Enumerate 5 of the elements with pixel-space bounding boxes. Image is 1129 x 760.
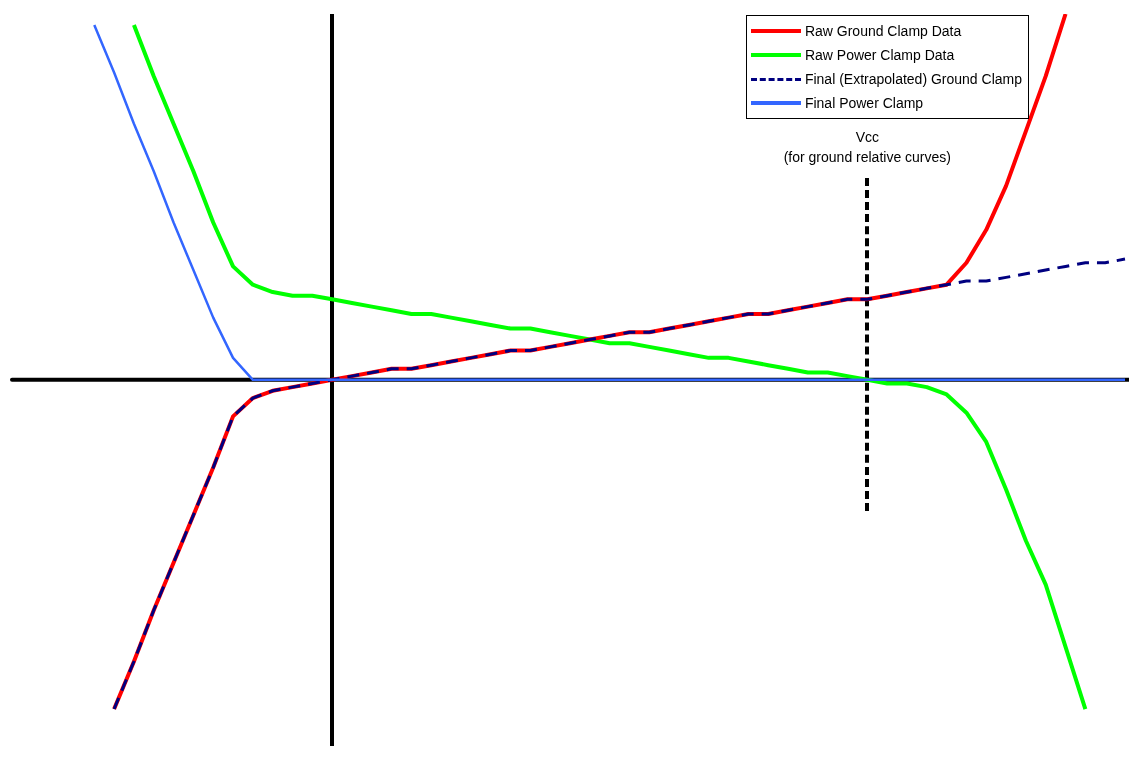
legend-label: Final Power Clamp <box>804 95 924 111</box>
legend-label: Raw Ground Clamp Data <box>804 23 962 39</box>
legend-label: Final (Extrapolated) Ground Clamp <box>804 71 1022 87</box>
legend-label: Raw Power Clamp Data <box>804 47 955 63</box>
annotation: Vcc (for ground relative curves) <box>783 129 951 166</box>
